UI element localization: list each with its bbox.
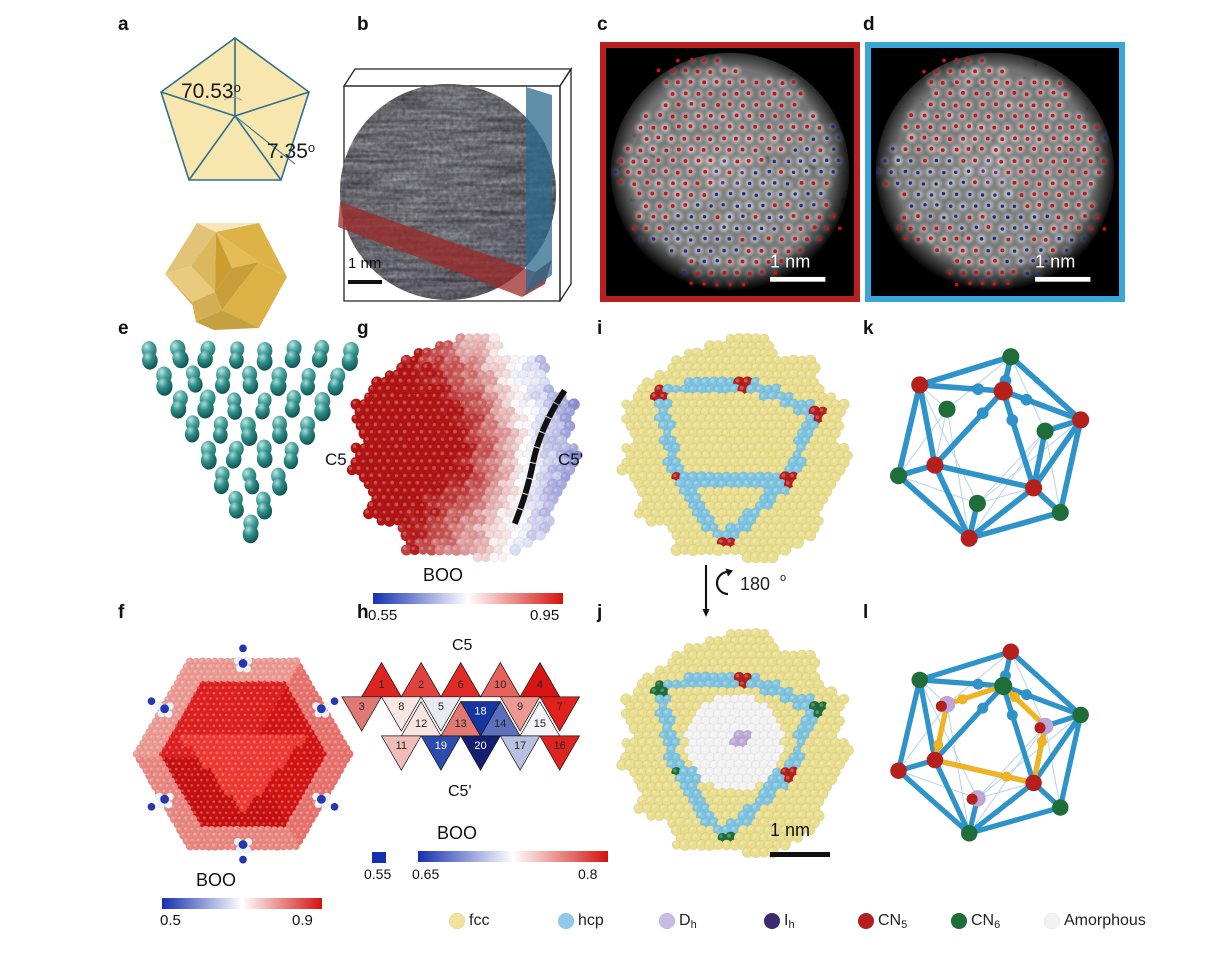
svg-text:14: 14 [494, 718, 506, 730]
svg-text:18: 18 [474, 706, 486, 718]
svg-text:19: 19 [435, 740, 447, 752]
svg-text:7: 7 [557, 701, 563, 713]
svg-text:16: 16 [554, 740, 566, 752]
svg-text:10: 10 [494, 679, 506, 691]
svg-text:180: 180 [740, 574, 770, 594]
svg-text:20: 20 [474, 740, 486, 752]
svg-text:15: 15 [534, 718, 546, 730]
svg-text:o: o [780, 572, 786, 584]
svg-text:17: 17 [514, 740, 526, 752]
svg-text:9: 9 [517, 701, 523, 713]
svg-text:2: 2 [418, 679, 424, 691]
svg-text:12: 12 [415, 718, 427, 730]
svg-text:13: 13 [455, 718, 467, 730]
svg-text:11: 11 [396, 740, 407, 752]
svg-text:6: 6 [458, 679, 464, 691]
svg-text:5: 5 [438, 701, 444, 713]
svg-text:8: 8 [398, 701, 404, 713]
svg-text:4: 4 [537, 679, 543, 691]
